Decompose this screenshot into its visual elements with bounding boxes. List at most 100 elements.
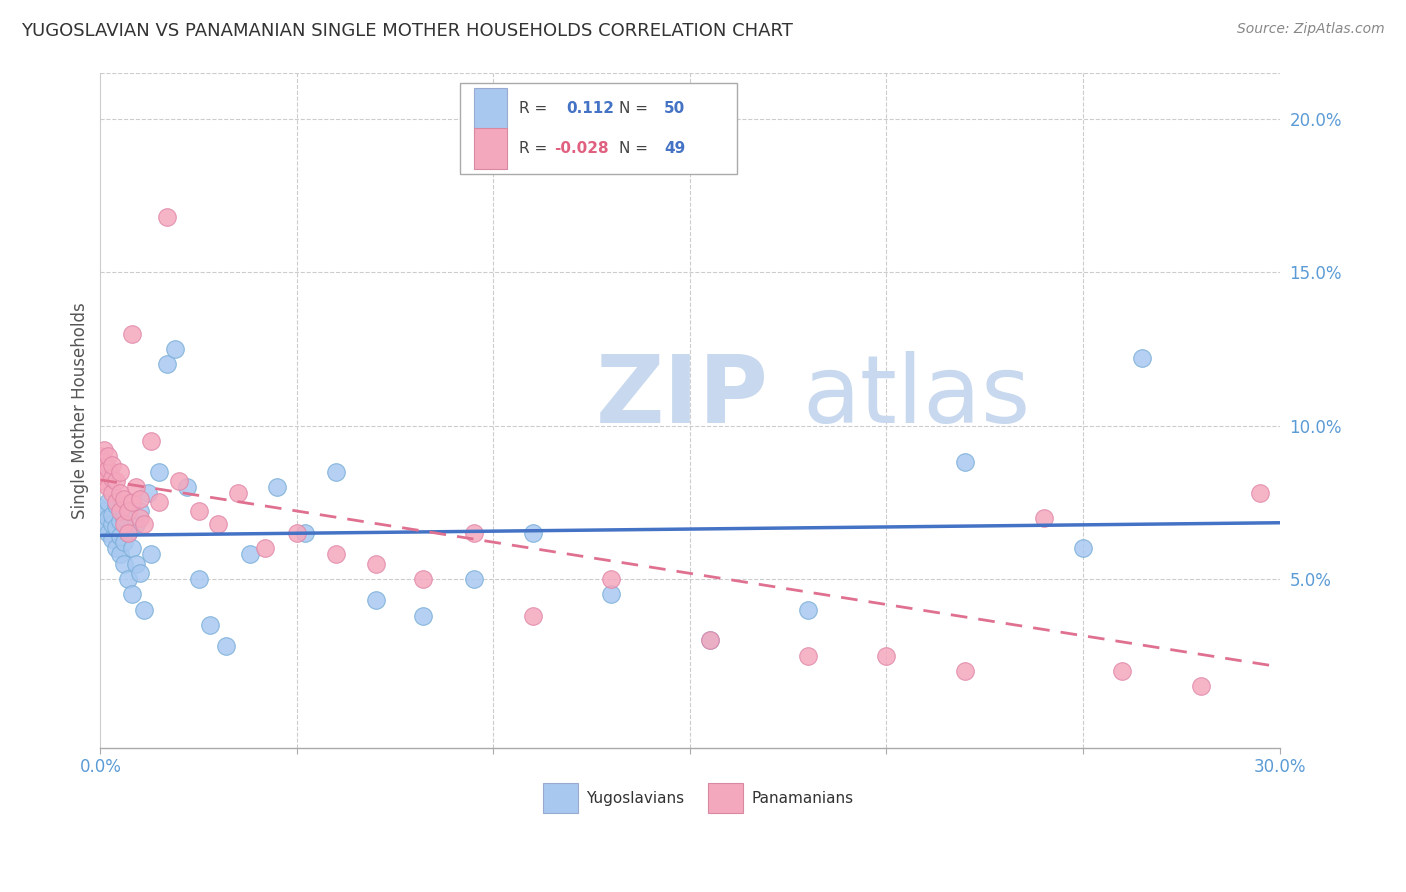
Point xyxy=(239,548,262,562)
Point xyxy=(105,520,128,534)
Point xyxy=(101,516,124,531)
Point xyxy=(121,587,143,601)
Point xyxy=(97,525,120,540)
Point xyxy=(112,510,135,524)
Point xyxy=(97,480,120,494)
Point xyxy=(1032,510,1054,524)
Point xyxy=(1111,664,1133,678)
Y-axis label: Single Mother Households: Single Mother Households xyxy=(72,301,89,518)
Point xyxy=(101,458,124,473)
Point xyxy=(93,443,115,458)
Point xyxy=(600,587,623,601)
Point xyxy=(108,548,131,562)
Point xyxy=(200,618,222,632)
Point xyxy=(125,557,148,571)
Text: -0.028: -0.028 xyxy=(554,141,609,156)
Point xyxy=(89,465,111,479)
Point xyxy=(1189,679,1212,693)
Point xyxy=(600,572,623,586)
Point xyxy=(128,492,150,507)
Point xyxy=(215,640,238,654)
Point xyxy=(876,648,898,663)
Point xyxy=(117,525,139,540)
Text: ZIP: ZIP xyxy=(596,351,769,442)
Text: R =: R = xyxy=(519,141,547,156)
Point xyxy=(117,504,139,518)
Point xyxy=(254,541,277,556)
FancyBboxPatch shape xyxy=(460,83,737,174)
Text: R =: R = xyxy=(519,101,547,116)
Bar xyxy=(474,88,508,128)
Point xyxy=(121,495,143,509)
Point xyxy=(93,474,115,488)
Point xyxy=(463,572,485,586)
Point xyxy=(522,608,544,623)
Point xyxy=(125,480,148,494)
Point xyxy=(105,499,128,513)
Point xyxy=(112,516,135,531)
Point xyxy=(141,548,163,562)
Point xyxy=(325,465,347,479)
Point xyxy=(125,516,148,531)
Point xyxy=(1249,486,1271,500)
Point xyxy=(101,508,124,522)
Point xyxy=(97,510,120,524)
Point xyxy=(148,495,170,509)
Point xyxy=(101,486,124,500)
Point xyxy=(112,535,135,549)
Point xyxy=(953,664,976,678)
Point xyxy=(108,529,131,543)
Point xyxy=(128,510,150,524)
Point xyxy=(108,504,131,518)
Point xyxy=(156,357,179,371)
Text: Yugoslavians: Yugoslavians xyxy=(586,790,685,805)
Text: Source: ZipAtlas.com: Source: ZipAtlas.com xyxy=(1237,22,1385,37)
Point xyxy=(699,633,721,648)
Bar xyxy=(543,783,578,814)
Text: N =: N = xyxy=(619,141,648,156)
Point xyxy=(89,501,111,516)
Point xyxy=(156,210,179,224)
Point xyxy=(121,541,143,556)
Point xyxy=(141,434,163,448)
Point xyxy=(136,486,159,500)
Point xyxy=(187,572,209,586)
Point xyxy=(97,461,120,475)
Point xyxy=(93,455,115,469)
Point xyxy=(105,474,128,488)
Point xyxy=(108,465,131,479)
Point xyxy=(128,504,150,518)
Point xyxy=(412,572,434,586)
Point xyxy=(176,480,198,494)
Point xyxy=(105,541,128,556)
Point xyxy=(325,548,347,562)
Point xyxy=(105,495,128,509)
Point xyxy=(97,450,120,464)
Point xyxy=(167,474,190,488)
Point xyxy=(187,504,209,518)
Point xyxy=(207,516,229,531)
Point xyxy=(117,572,139,586)
Point xyxy=(266,480,288,494)
Point xyxy=(797,648,820,663)
Point xyxy=(285,525,308,540)
Text: 50: 50 xyxy=(664,101,685,116)
Point xyxy=(121,326,143,341)
Point xyxy=(93,504,115,518)
Bar xyxy=(707,783,742,814)
Point xyxy=(93,516,115,531)
Text: 0.112: 0.112 xyxy=(567,101,614,116)
Point xyxy=(953,455,976,469)
Point xyxy=(699,633,721,648)
Text: Panamanians: Panamanians xyxy=(751,790,853,805)
Point xyxy=(463,525,485,540)
Point xyxy=(117,525,139,540)
Point xyxy=(412,608,434,623)
Point xyxy=(108,486,131,500)
Point xyxy=(797,602,820,616)
Text: atlas: atlas xyxy=(801,351,1031,442)
Point xyxy=(364,557,387,571)
Bar xyxy=(474,128,508,169)
Point xyxy=(148,465,170,479)
Text: YUGOSLAVIAN VS PANAMANIAN SINGLE MOTHER HOUSEHOLDS CORRELATION CHART: YUGOSLAVIAN VS PANAMANIAN SINGLE MOTHER … xyxy=(21,22,793,40)
